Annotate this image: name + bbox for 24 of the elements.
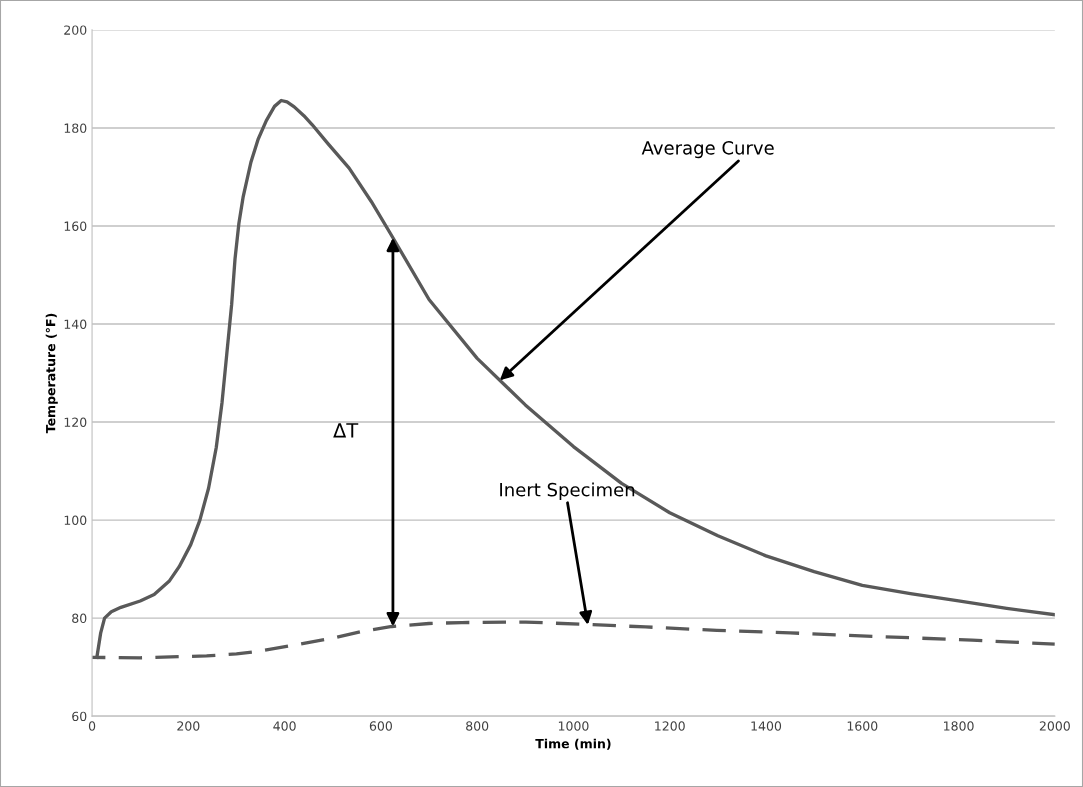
y-axis-title: Temperature (°F) xyxy=(45,313,58,434)
x-tick-label: 0 xyxy=(88,721,96,731)
y-tick-label: 200 xyxy=(64,25,87,35)
y-tick-label: 140 xyxy=(64,319,87,329)
x-tick-label: 1400 xyxy=(751,721,782,731)
x-axis-title: Time (min) xyxy=(535,738,611,750)
x-tick-label: 400 xyxy=(273,721,296,731)
x-tick-label: 1600 xyxy=(847,721,878,731)
x-tick-label: 1000 xyxy=(558,721,589,731)
x-tick-label: 600 xyxy=(369,721,392,731)
x-tick-label: 1200 xyxy=(655,721,685,731)
annotation: ΔT xyxy=(333,423,359,438)
y-tick-label: 180 xyxy=(64,123,87,133)
y-tick-label: 80 xyxy=(72,613,87,624)
x-tick-label: 800 xyxy=(466,721,489,731)
y-tick-label: 160 xyxy=(64,221,87,231)
annotation: Average Curve xyxy=(641,141,774,159)
x-tick-label: 200 xyxy=(177,721,200,731)
annotation: Inert Specimen xyxy=(500,482,635,500)
y-tick-label: 60 xyxy=(72,711,87,722)
y-tick-label: 120 xyxy=(64,417,87,427)
y-tick-label: 100 xyxy=(64,515,87,526)
x-tick-label: 1800 xyxy=(944,721,974,731)
x-tick-label: 2000 xyxy=(1039,721,1070,731)
